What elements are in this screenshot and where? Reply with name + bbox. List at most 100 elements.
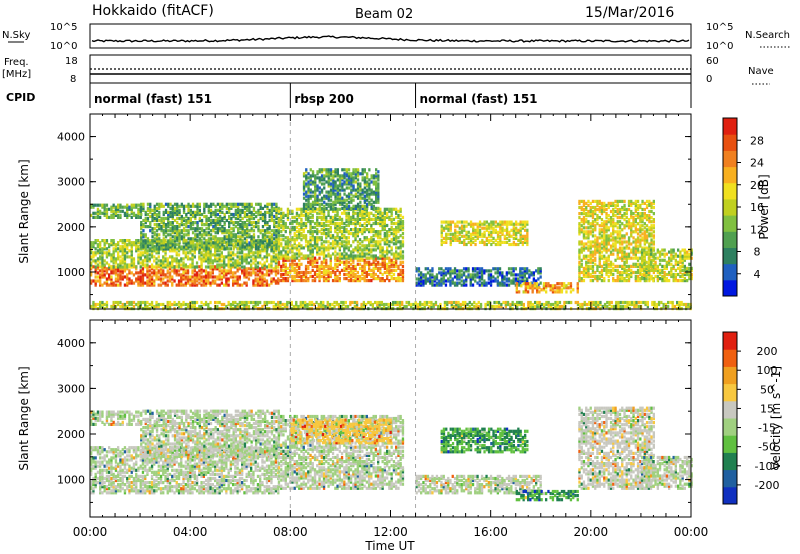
data-cell <box>361 254 364 258</box>
data-cell <box>110 283 113 287</box>
data-cell <box>298 228 301 232</box>
data-cell <box>229 275 232 279</box>
data-cell <box>539 269 542 273</box>
data-cell <box>487 275 490 279</box>
data-cell <box>90 273 93 277</box>
data-cell <box>585 254 588 258</box>
data-cell <box>526 279 529 283</box>
data-cell <box>243 271 246 275</box>
data-cell <box>191 239 195 243</box>
data-cell <box>130 263 133 267</box>
data-cell <box>207 261 210 265</box>
data-cell <box>286 238 290 242</box>
data-cell <box>238 255 241 259</box>
data-cell <box>386 232 389 236</box>
data-cell <box>334 277 337 281</box>
data-cell <box>336 184 339 188</box>
data-cell <box>274 261 278 265</box>
data-cell <box>250 259 253 263</box>
data-cell <box>372 182 375 186</box>
data-cell <box>284 264 287 268</box>
data-cell <box>519 279 522 283</box>
data-cell <box>523 269 526 273</box>
data-cell <box>162 237 165 241</box>
data-cell <box>282 254 285 258</box>
data-cell <box>293 225 296 230</box>
data-cell <box>352 264 355 268</box>
data-cell <box>230 206 233 210</box>
data-cell <box>381 256 384 260</box>
data-cell <box>180 247 183 251</box>
data-cell <box>232 263 235 267</box>
data-cell <box>119 245 122 249</box>
data-cell <box>352 188 355 192</box>
data-cell <box>316 238 319 242</box>
data-cell <box>243 225 247 229</box>
data-cell <box>368 215 371 219</box>
data-cell <box>587 268 590 272</box>
data-cell <box>114 247 118 251</box>
data-cell <box>390 232 393 236</box>
data-cell <box>128 239 131 243</box>
data-cell <box>205 243 208 247</box>
data-cell <box>383 270 386 275</box>
data-cell <box>255 245 258 249</box>
data-cell <box>307 213 310 217</box>
data-cell <box>132 211 136 215</box>
data-cell <box>596 201 599 205</box>
data-cell <box>252 271 255 275</box>
data-cell <box>390 225 393 230</box>
data-cell <box>386 234 389 238</box>
data-cell <box>503 240 506 244</box>
data-cell <box>198 239 201 243</box>
data-cell <box>325 248 328 252</box>
data-cell <box>171 225 174 229</box>
data-cell <box>347 242 350 246</box>
data-cell <box>390 248 393 252</box>
data-cell <box>368 211 371 215</box>
data-cell <box>261 263 264 267</box>
data-cell <box>205 233 208 237</box>
data-cell <box>99 247 102 251</box>
data-cell <box>395 254 398 258</box>
data-cell <box>331 268 335 272</box>
data-cell <box>334 279 337 283</box>
data-cell <box>370 240 373 244</box>
data-cell <box>225 206 228 210</box>
data-cell <box>480 267 484 271</box>
data-cell <box>191 227 195 231</box>
data-cell <box>135 277 138 281</box>
data-cell <box>295 274 299 279</box>
data-cell <box>153 210 156 214</box>
data-cell <box>401 270 405 275</box>
data-cell <box>184 263 187 267</box>
data-cell <box>372 217 375 221</box>
data-cell <box>273 233 276 237</box>
data-cell <box>594 238 597 242</box>
data-cell <box>108 251 111 255</box>
data-cell <box>103 205 106 209</box>
data-cell <box>363 213 366 217</box>
data-cell <box>582 226 586 230</box>
data-cell <box>268 210 271 214</box>
data-cell <box>259 275 262 279</box>
data-cell <box>476 275 479 279</box>
data-cell <box>329 219 332 224</box>
data-cell <box>370 244 373 248</box>
data-cell <box>499 228 502 232</box>
data-cell <box>160 202 163 206</box>
data-cell <box>381 252 384 256</box>
data-cell <box>221 229 224 233</box>
data-cell <box>386 264 389 268</box>
data-cell <box>182 247 186 251</box>
data-cell <box>214 227 217 231</box>
data-cell <box>549 284 552 288</box>
data-cell <box>187 237 190 241</box>
data-cell <box>304 221 308 226</box>
data-cell <box>358 274 362 279</box>
data-cell <box>476 222 479 226</box>
data-cell <box>340 230 344 234</box>
data-cell <box>117 267 120 271</box>
data-cell <box>347 200 351 204</box>
data-cell <box>345 244 348 248</box>
